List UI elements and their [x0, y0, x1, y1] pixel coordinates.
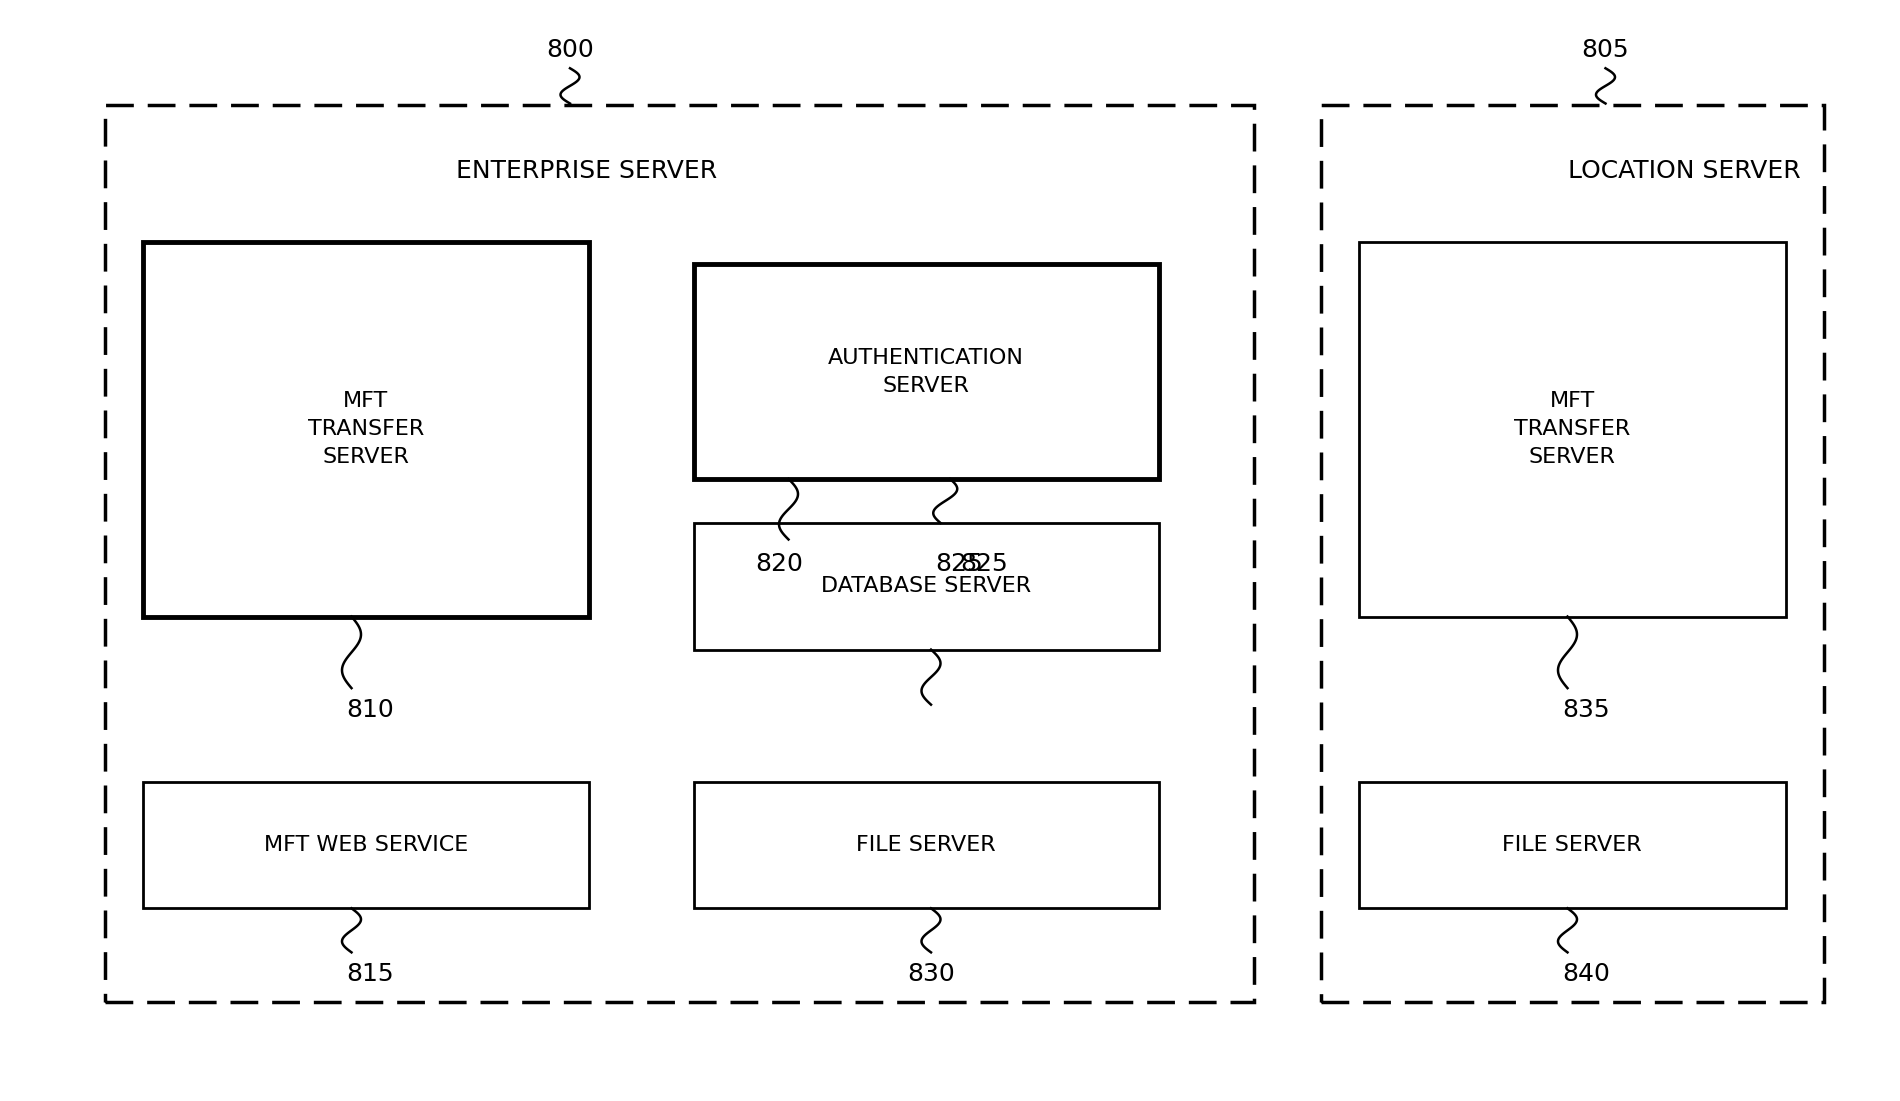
Text: DATABASE SERVER: DATABASE SERVER	[821, 576, 1032, 597]
Bar	[694, 523, 1159, 650]
Text: 800: 800	[545, 37, 595, 62]
Bar	[694, 782, 1159, 908]
Bar	[142, 782, 589, 908]
Text: 825: 825	[935, 552, 984, 576]
Bar	[142, 242, 589, 617]
Text: AUTHENTICATION
SERVER: AUTHENTICATION SERVER	[828, 348, 1024, 395]
Bar	[694, 264, 1159, 479]
Text: MFT
TRANSFER
SERVER: MFT TRANSFER SERVER	[308, 391, 424, 468]
Bar	[1320, 105, 1824, 1002]
Text: ENTERPRISE SERVER: ENTERPRISE SERVER	[456, 159, 716, 183]
Text: 825: 825	[960, 552, 1009, 576]
Bar	[1358, 782, 1786, 908]
Text: 815: 815	[346, 962, 395, 986]
Text: MFT
TRANSFER
SERVER: MFT TRANSFER SERVER	[1514, 391, 1630, 468]
Text: 835: 835	[1562, 698, 1611, 722]
Bar	[1358, 242, 1786, 617]
Text: 805: 805	[1581, 37, 1630, 62]
Text: 840: 840	[1562, 962, 1611, 986]
Text: 810: 810	[346, 698, 395, 722]
Text: 830: 830	[906, 962, 956, 986]
Text: 820: 820	[754, 552, 804, 576]
Text: FILE SERVER: FILE SERVER	[1503, 835, 1642, 855]
Text: LOCATION SERVER: LOCATION SERVER	[1568, 159, 1799, 183]
Text: MFT WEB SERVICE: MFT WEB SERVICE	[264, 835, 467, 855]
Bar	[104, 105, 1254, 1002]
Text: FILE SERVER: FILE SERVER	[857, 835, 996, 855]
